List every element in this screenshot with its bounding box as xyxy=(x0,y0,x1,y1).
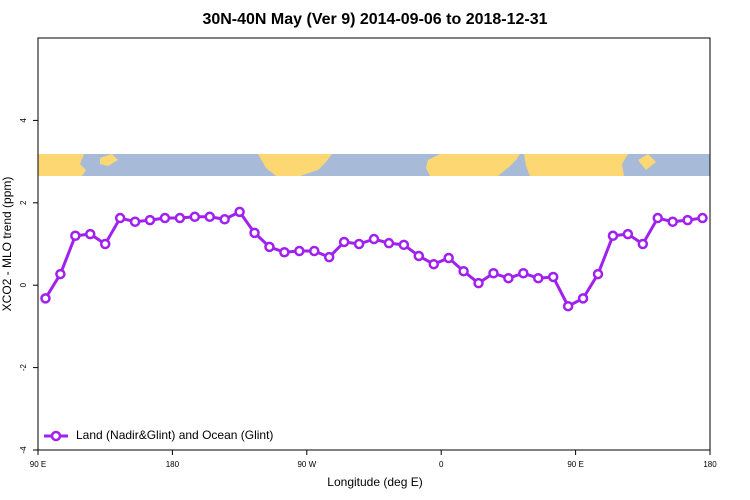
chart-title: 30N-40N May (Ver 9) 2014-09-06 to 2018-1… xyxy=(202,11,547,28)
data-point xyxy=(99,238,111,250)
data-point xyxy=(667,216,678,228)
data-point xyxy=(652,212,663,224)
data-point xyxy=(697,212,708,224)
data-point xyxy=(398,239,410,251)
x-tick-label: 90 W xyxy=(297,460,316,469)
data-point xyxy=(249,227,260,239)
legend-label: Land (Nadir&Glint) and Ocean (Glint) xyxy=(76,428,273,442)
data-point xyxy=(234,206,245,218)
data-point xyxy=(85,228,96,240)
data-point xyxy=(622,228,634,240)
plot-frame xyxy=(37,37,711,451)
data-point xyxy=(40,293,51,304)
y-tick-label: -4 xyxy=(19,446,28,454)
data-point xyxy=(562,300,574,312)
data-point xyxy=(309,245,320,257)
data-point xyxy=(55,268,66,280)
data-point xyxy=(264,241,275,253)
legend-marker xyxy=(50,430,62,442)
data-point xyxy=(70,230,81,242)
data-point xyxy=(114,212,126,224)
y-tick-label: 0 xyxy=(19,282,28,287)
data-point xyxy=(219,214,230,225)
x-tick-label: 0 xyxy=(439,460,444,469)
x-axis-label: Longitude (deg E) xyxy=(327,475,422,489)
data-point xyxy=(129,216,141,228)
data-point xyxy=(368,233,380,245)
data-point xyxy=(577,293,589,304)
data-point xyxy=(428,258,439,270)
x-tick-label: 180 xyxy=(166,460,180,469)
x-tick-label: 180 xyxy=(703,460,717,469)
series-line xyxy=(44,209,703,309)
data-point xyxy=(204,211,215,223)
data-point xyxy=(533,272,544,284)
y-tick-label: 4 xyxy=(19,118,28,123)
x-tick-label: 90 E xyxy=(30,460,46,469)
data-point xyxy=(189,211,201,223)
data-point xyxy=(592,268,604,280)
x-tick-label: 90 E xyxy=(567,460,583,469)
data-point xyxy=(383,237,395,249)
y-tick-label: 2 xyxy=(19,200,28,205)
data-point xyxy=(323,251,335,263)
data-point xyxy=(473,277,484,289)
data-point xyxy=(413,250,425,262)
data-point xyxy=(174,212,186,224)
data-point xyxy=(443,252,454,264)
data-point xyxy=(338,236,350,248)
data-point xyxy=(607,230,619,242)
data-point xyxy=(488,268,499,279)
data-point xyxy=(279,246,290,258)
data-point xyxy=(294,245,305,257)
data-point xyxy=(503,272,514,284)
data-point xyxy=(353,238,365,250)
data-point xyxy=(159,212,171,224)
data-point xyxy=(458,265,469,277)
data-point xyxy=(637,238,649,250)
world-map-strip xyxy=(38,154,710,176)
data-point xyxy=(144,214,156,226)
data-point xyxy=(682,214,693,226)
data-point xyxy=(518,268,529,279)
data-point xyxy=(547,271,559,283)
y-tick-label: -2 xyxy=(19,363,28,371)
y-axis-label: XCO2 - MLO trend (ppm) xyxy=(0,177,14,312)
